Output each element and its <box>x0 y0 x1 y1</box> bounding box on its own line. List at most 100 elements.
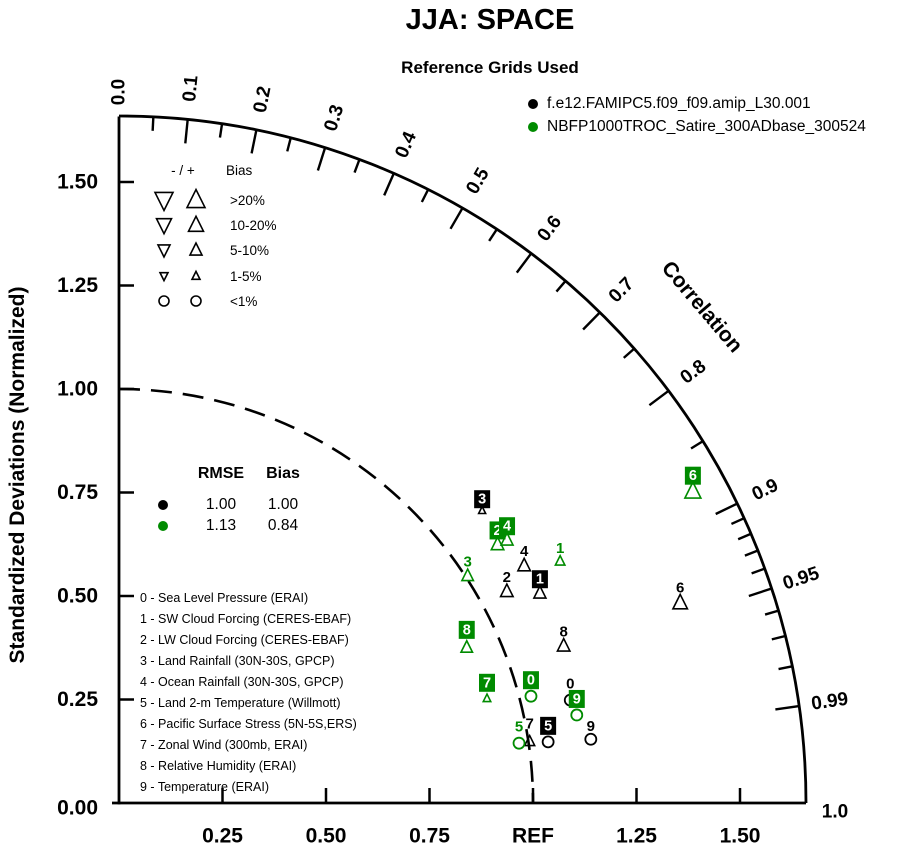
correlation-tick <box>449 207 464 230</box>
point-label-box <box>499 517 516 536</box>
up-triangle-marker <box>516 556 532 572</box>
correlation-tick <box>730 517 745 526</box>
reference-std-arc <box>118 387 535 804</box>
correlation-tick-label: 0.9 <box>749 475 782 505</box>
point-label: 1 <box>556 540 564 557</box>
model2-dot-icon <box>158 520 168 531</box>
correlation-tick <box>778 665 793 671</box>
point-label: 5 <box>515 719 523 736</box>
bias-row-label: 1-5% <box>230 268 262 284</box>
bias-row-label: 10-20% <box>230 217 277 233</box>
correlation-tick <box>555 280 567 293</box>
page-title: JJA: SPACE <box>405 4 575 36</box>
point-label: 6 <box>689 468 697 484</box>
data-point-model2-3: 3 <box>460 554 475 582</box>
variable-key-item: 1 - SW Cloud Forcing (CERES-EBAF) <box>140 612 352 626</box>
correlation-tick <box>715 502 738 516</box>
point-label: 1 <box>536 572 544 588</box>
circle-marker <box>570 708 584 722</box>
variable-key-item: 9 - Temperature (ERAI) <box>140 780 269 794</box>
point-label: 3 <box>463 554 471 571</box>
correlation-tick <box>751 567 766 575</box>
x-tick-label: 0.75 <box>409 825 450 848</box>
point-label-box <box>522 671 539 690</box>
correlation-tick <box>771 634 786 641</box>
bias-row-label: <1% <box>230 293 258 309</box>
variable-key-item: 7 - Zonal Wind (300mb, ERAI) <box>140 738 308 752</box>
variable-key-item: 0 - Sea Level Pressure (ERAI) <box>140 591 309 605</box>
data-point-model1-5: 5 <box>540 716 557 749</box>
axes <box>112 114 808 805</box>
up-triangle-marker <box>459 638 474 654</box>
up-triangle-marker <box>499 582 515 598</box>
variable-key-item: 2 - LW Cloud Forcing (CERES-EBAF) <box>140 633 349 647</box>
up-triangle-marker <box>683 480 703 499</box>
correlation-tick-label: 0.0 <box>109 79 130 105</box>
variable-key-item: 3 - Land Rainfall (30N-30S, GPCP) <box>140 654 335 668</box>
bias-symbols-lt1-icon <box>158 295 202 307</box>
variable-key-item: 4 - Ocean Rainfall (30N-30S, GPCP) <box>140 675 344 689</box>
data-point-model2-9: 9 <box>568 689 585 722</box>
point-label-box <box>478 673 495 692</box>
page-subtitle: Reference Grids Used <box>401 58 579 77</box>
data-point-model2-1: 1 <box>554 540 567 566</box>
bias-symbols-10-20-icon <box>155 214 205 236</box>
point-label: 9 <box>587 718 595 735</box>
x-tick-label: 0.25 <box>202 825 243 848</box>
data-point-model1-4: 4 <box>516 543 532 572</box>
x-tick-label: REF <box>512 825 554 848</box>
correlation-tick-label: 0.1 <box>179 74 203 103</box>
correlation-tick <box>218 123 224 138</box>
correlation-tick-label: 1.0 <box>822 802 848 823</box>
down-triangle-icon <box>155 217 173 236</box>
up-triangle-icon <box>188 241 204 256</box>
point-label: 2 <box>503 569 511 586</box>
data-point-model1-3: 3 <box>474 490 491 515</box>
down-triangle-icon <box>158 271 170 283</box>
correlation-tick <box>488 228 498 242</box>
correlation-tick-label: 0.5 <box>462 164 494 198</box>
correlation-tick <box>622 347 636 359</box>
up-triangle-marker <box>499 531 515 546</box>
bias-legend-row: 1-5% <box>148 265 262 287</box>
point-label: 6 <box>676 579 684 596</box>
data-point-model2-7: 7 <box>478 673 495 703</box>
point-label: 5 <box>544 718 552 734</box>
correlation-tick-label: 0.8 <box>677 356 711 389</box>
bias-symbols-5-10-icon <box>156 241 204 259</box>
point-label: 4 <box>520 543 529 560</box>
correlation-tick <box>744 549 759 557</box>
circle-marker <box>541 735 555 749</box>
x-tick-label: 1.50 <box>720 825 761 848</box>
data-point-model2-0: 0 <box>522 671 539 703</box>
point-label: 9 <box>573 691 581 707</box>
data-point-model1-8: 8 <box>556 623 572 652</box>
correlation-tick <box>582 311 601 331</box>
up-triangle-icon <box>185 187 207 209</box>
point-label: 7 <box>526 716 534 733</box>
y-tick-label: 0.75 <box>57 481 98 504</box>
point-label: 8 <box>559 623 567 640</box>
circle-icon <box>158 295 170 307</box>
correlation-tick <box>648 389 670 407</box>
stats-row-model1: 1.00 1.00 <box>150 494 314 515</box>
down-triangle-icon <box>153 191 175 213</box>
model-legend: f.e12.FAMIPC5.f09_f09.amip_L30.001 NBFP1… <box>528 92 866 138</box>
data-point-model1-1: 1 <box>531 570 548 599</box>
data-point-model2-4: 4 <box>499 517 516 546</box>
up-triangle-marker <box>556 636 572 652</box>
bias-legend-symbols-header: - / + <box>171 163 195 178</box>
correlation-tick-label: 0.2 <box>250 84 276 114</box>
bias-row-label: >20% <box>230 192 265 208</box>
correlation-axis-title: Correlation <box>657 257 747 357</box>
bias-legend-row: >20% <box>148 187 265 213</box>
model1-dot-icon <box>158 499 168 510</box>
up-triangle-marker <box>523 733 536 747</box>
point-label-box <box>568 689 585 708</box>
correlation-tick <box>515 252 533 274</box>
data-point-model2-6: 6 <box>683 466 703 499</box>
circle-icon <box>190 295 202 307</box>
point-label: 2 <box>494 523 502 539</box>
